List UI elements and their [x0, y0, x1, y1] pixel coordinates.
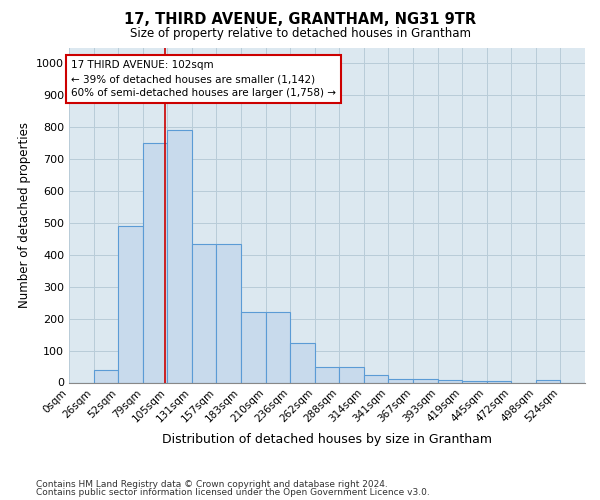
Bar: [388, 378, 413, 382]
Bar: [536, 380, 560, 382]
Bar: [290, 342, 315, 382]
Bar: [143, 143, 167, 382]
Text: 17, THIRD AVENUE, GRANTHAM, NG31 9TR: 17, THIRD AVENUE, GRANTHAM, NG31 9TR: [124, 12, 476, 28]
Y-axis label: Number of detached properties: Number of detached properties: [17, 122, 31, 308]
Bar: [413, 380, 437, 382]
Bar: [315, 366, 339, 382]
X-axis label: Distribution of detached houses by size in Grantham: Distribution of detached houses by size …: [162, 432, 492, 446]
Text: Contains public sector information licensed under the Open Government Licence v3: Contains public sector information licen…: [36, 488, 430, 497]
Bar: [167, 130, 192, 382]
Text: Size of property relative to detached houses in Grantham: Size of property relative to detached ho…: [130, 28, 470, 40]
Bar: [339, 366, 364, 382]
Text: Contains HM Land Registry data © Crown copyright and database right 2024.: Contains HM Land Registry data © Crown c…: [36, 480, 388, 489]
Text: 17 THIRD AVENUE: 102sqm
← 39% of detached houses are smaller (1,142)
60% of semi: 17 THIRD AVENUE: 102sqm ← 39% of detache…: [71, 60, 336, 98]
Bar: [241, 312, 266, 382]
Bar: [487, 381, 511, 382]
Bar: [364, 374, 388, 382]
Bar: [266, 312, 290, 382]
Bar: [437, 380, 462, 382]
Bar: [118, 226, 143, 382]
Bar: [217, 244, 241, 382]
Bar: [192, 244, 217, 382]
Bar: [462, 381, 487, 382]
Bar: [94, 370, 118, 382]
